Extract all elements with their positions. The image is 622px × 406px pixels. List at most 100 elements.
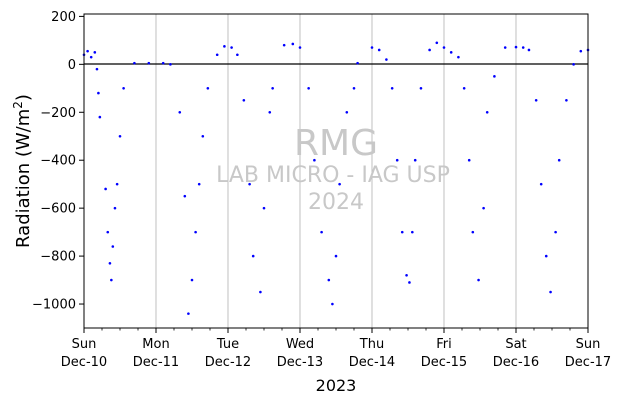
- data-point: [514, 45, 518, 49]
- data-point: [108, 261, 112, 265]
- vertical-grid-lines: [155, 14, 517, 328]
- data-point: [262, 206, 266, 210]
- data-point: [259, 290, 262, 294]
- watermark-year: 2024: [308, 190, 364, 215]
- x-tick-date: Dec-16: [493, 355, 539, 370]
- data-point: [89, 55, 93, 59]
- data-point: [104, 187, 107, 191]
- data-point: [428, 48, 431, 52]
- data-point: [521, 46, 525, 49]
- data-point: [405, 273, 408, 277]
- data-point: [320, 230, 323, 234]
- data-point: [190, 278, 194, 282]
- data-point: [579, 49, 583, 53]
- data-point: [390, 87, 394, 90]
- data-point: [457, 55, 460, 59]
- data-point: [352, 87, 356, 90]
- data-point: [106, 230, 110, 234]
- data-point: [467, 158, 471, 162]
- data-point: [86, 49, 89, 53]
- x-tick-date: Dec-15: [421, 355, 467, 370]
- data-point: [331, 302, 334, 306]
- data-point: [534, 98, 538, 102]
- watermark-lab: LAB MICRO - IAG USP: [216, 163, 450, 188]
- data-point: [215, 53, 219, 57]
- data-point: [194, 230, 197, 234]
- data-point: [242, 98, 246, 102]
- data-points: [82, 41, 590, 315]
- data-point: [251, 254, 255, 258]
- x-tick-day: Fri: [436, 337, 452, 352]
- data-point: [449, 51, 453, 54]
- data-point: [338, 182, 341, 186]
- data-point: [161, 61, 165, 65]
- x-tick-date: Dec-14: [349, 355, 395, 370]
- data-point: [327, 278, 331, 282]
- data-point: [236, 53, 239, 57]
- x-tick-date: Dec-10: [61, 355, 107, 370]
- data-point: [113, 206, 117, 210]
- x-tick-day: Tue: [216, 337, 239, 352]
- data-point: [178, 110, 182, 114]
- data-point: [334, 254, 338, 258]
- data-point: [400, 230, 404, 234]
- x-tick-date: Dec-12: [205, 355, 251, 370]
- data-point: [93, 51, 97, 54]
- data-point: [115, 182, 119, 186]
- y-tick-label: −1000: [32, 298, 76, 313]
- data-point: [554, 230, 557, 234]
- data-point: [471, 230, 475, 234]
- data-point: [356, 61, 359, 65]
- data-point: [549, 290, 552, 294]
- data-point: [411, 230, 414, 234]
- data-point: [435, 41, 439, 45]
- data-point: [223, 45, 226, 48]
- data-point: [248, 182, 251, 186]
- y-tick-label: −800: [40, 250, 76, 265]
- data-point: [268, 110, 272, 114]
- data-point: [462, 87, 466, 90]
- data-point: [408, 281, 411, 284]
- data-point: [419, 87, 423, 90]
- y-tick-label: −400: [40, 154, 76, 169]
- data-point: [187, 312, 190, 315]
- data-point: [503, 46, 507, 49]
- x-axis: Sun Dec-10 Mon Dec-11 Tue Dec-12 Wed Dec-13 Thu D…: [61, 328, 611, 370]
- data-point: [565, 98, 568, 102]
- y-axis: 200 0 −200 −400 −600 −800 −1000: [32, 10, 84, 313]
- data-point: [345, 110, 349, 114]
- data-point: [527, 48, 531, 52]
- data-point: [298, 46, 302, 49]
- x-tick-day: Thu: [359, 337, 384, 352]
- data-point: [377, 48, 381, 52]
- y-tick-label: 0: [68, 58, 76, 73]
- data-point: [95, 67, 99, 71]
- data-point: [197, 182, 201, 186]
- data-point: [313, 158, 316, 162]
- data-point: [485, 110, 489, 114]
- y-tick-label: −200: [40, 106, 76, 121]
- y-axis-label-main: Radiation (W/m: [13, 109, 34, 248]
- x-tick-date: Dec-17: [565, 355, 611, 370]
- data-point: [183, 194, 187, 198]
- data-point: [230, 46, 233, 49]
- data-point: [442, 46, 446, 49]
- x-tick-date: Dec-11: [133, 355, 179, 370]
- data-point: [395, 158, 399, 162]
- watermark-title: RMG: [294, 123, 378, 164]
- data-point: [122, 87, 125, 90]
- watermark: RMG LAB MICRO - IAG USP 2024: [216, 123, 450, 215]
- data-point: [97, 91, 100, 95]
- x-tick-date: Dec-13: [277, 355, 323, 370]
- x-tick-day: Mon: [142, 337, 169, 352]
- data-point: [482, 206, 485, 210]
- x-tick-day: Sun: [576, 337, 601, 352]
- data-point: [544, 254, 548, 258]
- y-axis-label: Radiation (W/m2): [11, 94, 34, 248]
- data-point: [413, 158, 417, 162]
- data-point: [98, 115, 102, 119]
- data-point: [271, 87, 274, 90]
- data-point: [557, 158, 561, 162]
- data-point: [370, 46, 374, 49]
- y-axis-label-tail: ): [13, 94, 34, 101]
